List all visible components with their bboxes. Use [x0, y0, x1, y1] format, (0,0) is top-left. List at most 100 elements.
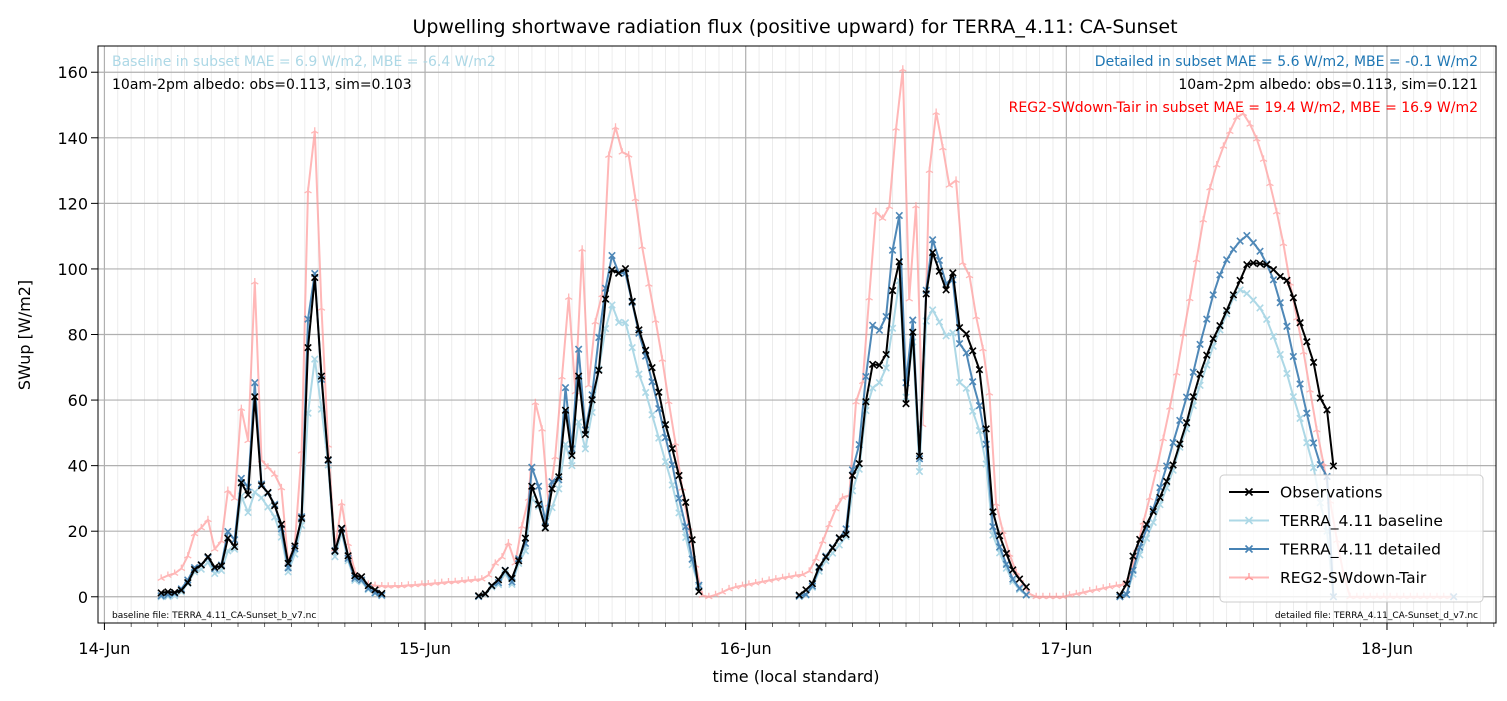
reg2-swdown-tair-point — [751, 579, 760, 586]
terra-4-11-detailed-point — [875, 326, 884, 335]
x-tick-label: 15-Jun — [399, 639, 451, 658]
observations-point — [1229, 291, 1238, 299]
terra-4-11-baseline-point — [842, 532, 850, 541]
reg2-swdown-tair-point — [745, 580, 753, 587]
observations-point — [337, 524, 346, 533]
terra-4-11-detailed-point — [968, 377, 977, 386]
terra-4-11-baseline-point — [955, 378, 964, 387]
terra-4-11-detailed-point — [1122, 590, 1131, 599]
reg2-swdown-tair-point — [979, 344, 987, 352]
observations-point — [217, 562, 226, 570]
reg2-swdown-tair-point — [1092, 585, 1101, 593]
detailed-albedo-annotation: 10am-2pm albedo: obs=0.113, sim=0.121 — [1178, 77, 1478, 93]
reg2-swdown-tair-point — [478, 575, 486, 582]
observations-point — [1256, 259, 1264, 268]
observations-point — [902, 399, 910, 408]
reg2-swdown-tair-point — [264, 463, 272, 470]
reg2-swdown-tair-point — [491, 559, 500, 566]
reg2-swdown-tair-point — [217, 537, 226, 544]
reg2-swdown-tair-point — [1052, 592, 1061, 600]
terra-4-11-detailed-point — [1309, 439, 1318, 447]
observations-point — [1149, 507, 1157, 516]
observations-point — [548, 485, 556, 493]
terra-4-11-detailed-point — [895, 211, 904, 220]
observations-point — [277, 520, 286, 529]
observations-point — [842, 530, 850, 539]
terra-4-11-baseline-point — [1289, 393, 1298, 401]
observations-point — [581, 430, 590, 439]
observations-point — [614, 269, 623, 277]
observations-point — [1309, 358, 1318, 367]
observations-point — [621, 264, 630, 273]
observations-point — [170, 588, 179, 597]
terra-4-11-baseline-point — [668, 481, 677, 489]
terra-4-11-detailed-point — [534, 482, 543, 491]
reg2-swdown-tair-point — [698, 591, 707, 599]
reg2-swdown-tair-point — [384, 582, 392, 589]
terra-4-11-detailed-point — [190, 563, 199, 572]
terra-4-11-detailed-point — [157, 592, 165, 600]
y-tick-label: 20 — [68, 522, 88, 541]
reg2-swdown-tair-point — [725, 584, 733, 592]
observations-point — [508, 574, 516, 583]
reg2-swdown-tair-point — [985, 389, 994, 396]
observations-point — [528, 482, 536, 491]
observations-point — [875, 361, 884, 370]
legend-swatch-marker — [1244, 544, 1254, 554]
reg2-swdown-tair-point — [504, 539, 513, 546]
terra-4-11-baseline-point — [621, 318, 630, 327]
reg2-swdown-tair-point — [1212, 161, 1221, 168]
terra-4-11-detailed-point — [1182, 393, 1191, 401]
terra-4-11-baseline-point — [935, 318, 944, 326]
observations-point — [882, 350, 890, 359]
observations-point — [641, 346, 650, 355]
observations-point — [230, 542, 239, 551]
reg2-swdown-tair-point — [932, 108, 940, 116]
terra-4-11-detailed-point — [251, 378, 259, 387]
baseline-file-note: baseline file: TERRA_4.11_CA-Sunset_b_v7… — [112, 611, 316, 621]
reg2-swdown-tair-point — [638, 242, 646, 250]
terra-4-11-baseline-point — [975, 426, 984, 435]
observations-point — [1316, 394, 1325, 402]
terra-4-11-baseline-point — [608, 301, 616, 309]
reg2-swdown-tair-point — [431, 579, 439, 586]
reg2-swdown-tair-point — [210, 545, 219, 552]
observations-point — [949, 269, 957, 277]
observations-point — [1203, 351, 1211, 359]
reg2-swdown-tair-point — [1065, 591, 1074, 598]
terra-4-11-detailed-point — [1162, 462, 1171, 470]
legend-label: TERRA_4.11 detailed — [1279, 541, 1441, 560]
observations-point — [317, 372, 326, 380]
observations-point — [1015, 575, 1024, 583]
observations-point — [184, 578, 192, 587]
reg2-swdown-tair-point — [1226, 127, 1234, 135]
reg2-swdown-tair-point — [785, 572, 793, 580]
observations-point — [371, 586, 379, 594]
reg2-swdown-tair-point — [945, 181, 954, 188]
reg2-swdown-tair-point — [437, 578, 446, 586]
reg2-swdown-tair-point — [177, 564, 186, 572]
observations-point — [822, 553, 830, 561]
reg2-swdown-tair-point — [464, 576, 473, 583]
observations-point — [514, 556, 523, 565]
reg2-swdown-tair-point — [1159, 434, 1167, 442]
reg2-swdown-tair-point — [878, 214, 887, 222]
reg2-swdown-tair-point — [558, 373, 566, 380]
terra-4-11-baseline-point — [251, 488, 259, 496]
terra-4-11-detailed-point — [574, 345, 583, 354]
x-tick-label: 18-Jun — [1361, 639, 1413, 658]
terra-4-11-baseline-point — [1249, 296, 1258, 304]
reg2-swdown-tair-point — [304, 186, 312, 194]
terra-4-11-detailed-point — [1256, 247, 1264, 255]
observations-point — [561, 406, 570, 414]
reg2-swdown-tair-point — [484, 571, 493, 578]
reg2-swdown-tair-point — [1252, 135, 1261, 142]
legend: Observations TERRA_4.11 baseline TERRA_4.1… — [1219, 474, 1484, 603]
observations-point — [1182, 418, 1191, 427]
legend-box — [1219, 474, 1484, 603]
observations-point — [324, 455, 332, 464]
terra-4-11-detailed-point — [675, 494, 683, 503]
observations-point — [1296, 318, 1304, 327]
reg2-swdown-tair-point — [1219, 142, 1228, 149]
